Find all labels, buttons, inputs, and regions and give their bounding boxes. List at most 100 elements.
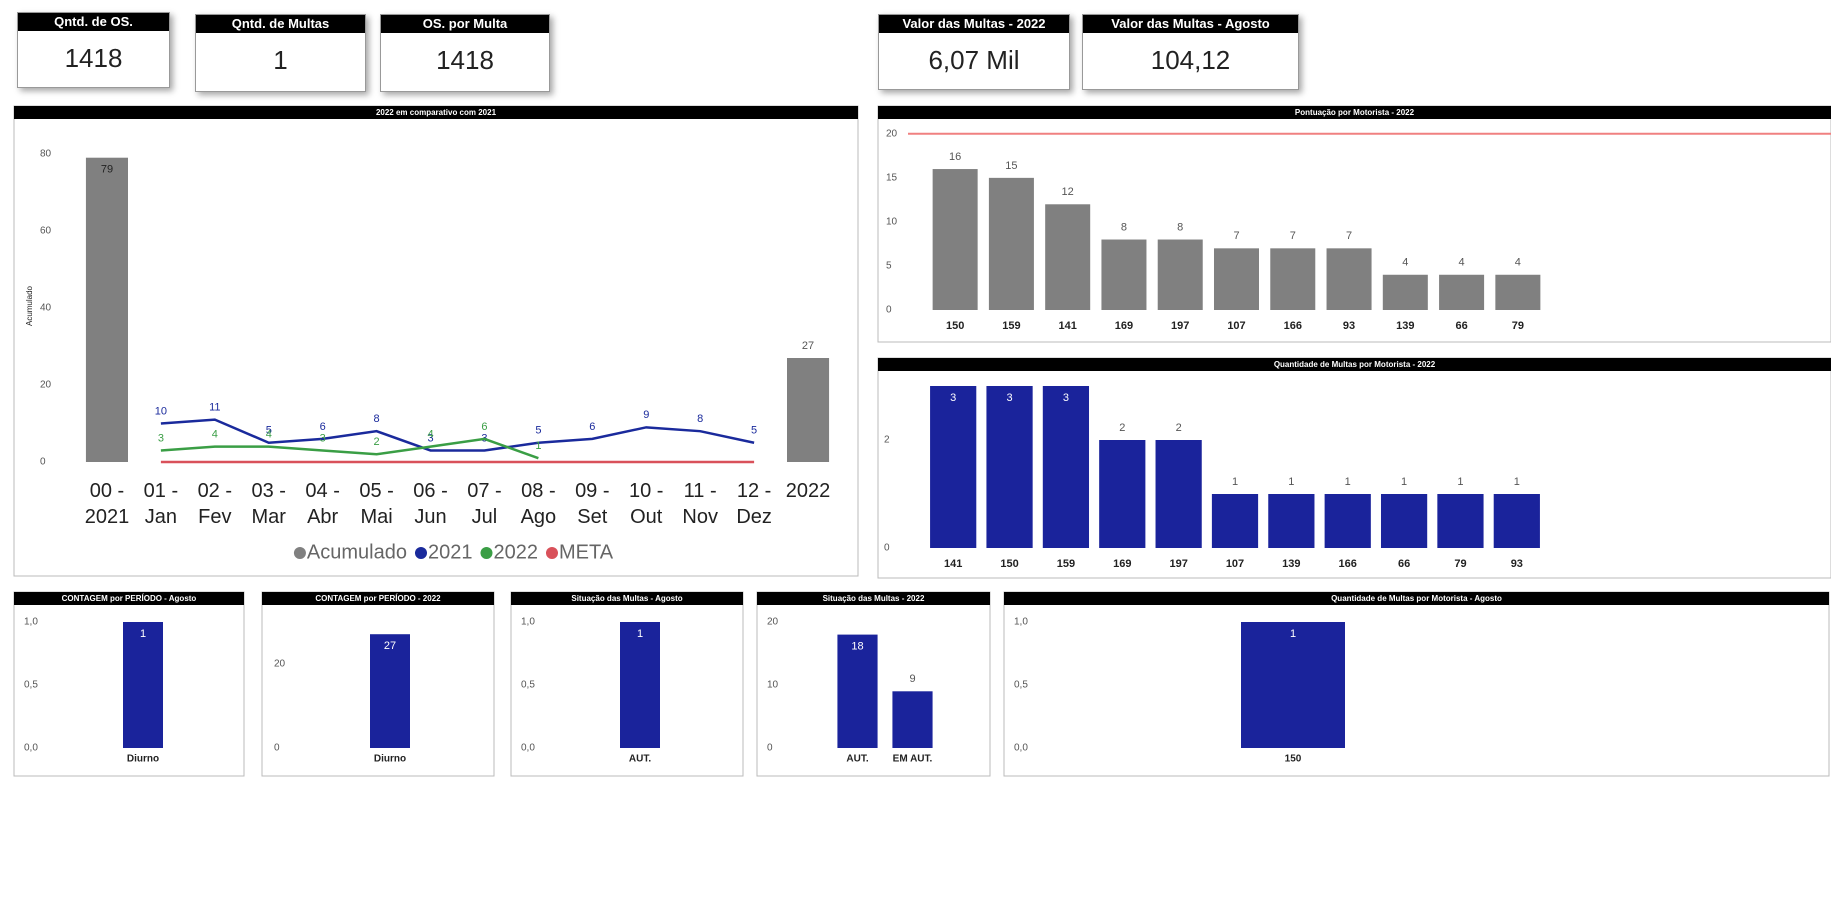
x-tick-label: 05 - Mai: [359, 480, 394, 528]
x-tick-label: 06 - Jun: [413, 480, 448, 528]
panel-header: [1004, 592, 1829, 605]
data-label: 7: [1290, 230, 1296, 242]
data-label: 12: [1062, 186, 1074, 198]
x-tick-label: 01 - Jan: [143, 480, 179, 528]
x-tick-label: 166: [1339, 558, 1357, 570]
x-tick-label: 93: [1343, 320, 1355, 332]
bar: [1045, 204, 1091, 310]
y-tick-label: 0,5: [24, 680, 38, 691]
y-axis-label: Acumulado: [25, 285, 34, 326]
data-label: 4: [212, 428, 218, 440]
data-label: 4: [427, 428, 433, 440]
data-label: 5: [535, 425, 541, 437]
x-tick-label: 169: [1115, 320, 1133, 332]
y-tick-label: 20: [886, 128, 898, 139]
data-label: 3: [158, 432, 164, 444]
data-label: 1: [1401, 476, 1407, 488]
x-tick-label: 166: [1284, 320, 1302, 332]
x-tick-label: 107: [1227, 320, 1245, 332]
x-tick-label: 141: [1059, 320, 1077, 332]
card-title: Qntd. de OS.: [18, 13, 169, 31]
y-tick-label: 0: [884, 543, 890, 554]
legend-marker: [480, 547, 493, 559]
data-label: 3: [1006, 392, 1012, 404]
x-tick-label: 159: [1057, 558, 1075, 570]
x-tick: 10 - Out: [629, 480, 664, 528]
legend-marker: [293, 547, 306, 559]
x-tick: 2022: [785, 480, 831, 502]
data-label: 8: [697, 413, 703, 425]
x-tick: 02 - Fev: [197, 480, 233, 528]
data-label: 1: [1457, 476, 1463, 488]
x-tick-label: AUT.: [629, 754, 651, 765]
legend-label: 2021: [428, 541, 473, 563]
legend: Acumulado 2021 2022 META: [293, 541, 614, 563]
data-label: 27: [384, 640, 396, 652]
y-tick-label: 0,5: [521, 680, 535, 691]
card-title: Qntd. de Multas: [196, 15, 365, 33]
panel-header: [757, 592, 990, 605]
bar: [988, 177, 1034, 310]
bar: [787, 358, 830, 462]
x-tick-label: 07 - Jul: [467, 480, 502, 528]
line: [160, 418, 755, 452]
x-tick: 08 - Ago: [520, 480, 557, 528]
line: [160, 437, 539, 460]
data-label: 5: [266, 425, 272, 437]
x-tick-label: 66: [1398, 558, 1410, 570]
chart-title: Pontuação por Motorista - 2022: [1295, 108, 1415, 117]
x-tick-label: 159: [1002, 320, 1020, 332]
y-tick-label: 1,0: [24, 617, 38, 628]
y-tick-label: 0: [274, 743, 280, 754]
x-tick-label: 107: [1226, 558, 1244, 570]
y-tick-label: 60: [40, 226, 52, 237]
x-tick-label: 10 - Out: [629, 480, 664, 528]
bar: [370, 634, 410, 748]
bar: [1101, 239, 1147, 310]
x-tick-label: 79: [1512, 320, 1524, 332]
x-tick-label: 08 - Ago: [520, 480, 557, 528]
y-tick-label: 15: [886, 172, 898, 183]
data-label: 9: [643, 409, 649, 421]
data-label: 79: [101, 164, 113, 176]
y-tick-label: 0,0: [1014, 743, 1028, 754]
legend-marker: [414, 547, 427, 559]
y-tick-label: 10: [886, 217, 898, 228]
x-tick-label: 12 - Dez: [736, 480, 772, 528]
bar: [837, 634, 878, 748]
x-tick-label: 02 - Fev: [197, 480, 233, 528]
x-tick: 11 - Nov: [682, 480, 718, 528]
x-tick-label: AUT.: [846, 754, 868, 765]
bar: [1493, 494, 1540, 548]
bar: [1380, 494, 1428, 548]
kpi-card: Valor das Multas - Agosto 104,12: [1082, 14, 1299, 90]
legend-marker: [545, 547, 558, 559]
legend-label: 2022: [493, 541, 538, 563]
data-label: 8: [1177, 221, 1183, 233]
data-label: 1: [140, 628, 146, 640]
data-label: 3: [1063, 392, 1069, 404]
bar: [1270, 248, 1316, 310]
x-tick-label: 169: [1113, 558, 1131, 570]
bar: [1042, 386, 1090, 548]
x-tick-label: 09 - Set: [575, 480, 610, 528]
bar: [932, 169, 978, 310]
chart-title: Quantidade de Multas por Motorista - 202…: [1274, 360, 1436, 369]
x-tick-label: 2022: [785, 480, 831, 502]
data-label: 1: [1514, 476, 1520, 488]
data-label: 1: [1232, 476, 1238, 488]
panel-header: [262, 592, 494, 605]
kpi-card: Qntd. de Multas 1: [195, 14, 366, 92]
x-tick-label: 150: [1285, 754, 1302, 765]
x-tick: 09 - Set: [575, 480, 610, 528]
bar: [986, 386, 1033, 548]
x-tick-label: 04 - Abr: [305, 480, 340, 528]
data-label: 1: [535, 440, 541, 452]
bar: [1324, 494, 1371, 548]
panel-header: [878, 358, 1831, 371]
panel-header: [511, 592, 743, 605]
x-tick: 06 - Jun: [413, 480, 448, 528]
data-label: 4: [1459, 257, 1465, 269]
x-tick: 01 - Jan: [143, 480, 179, 528]
